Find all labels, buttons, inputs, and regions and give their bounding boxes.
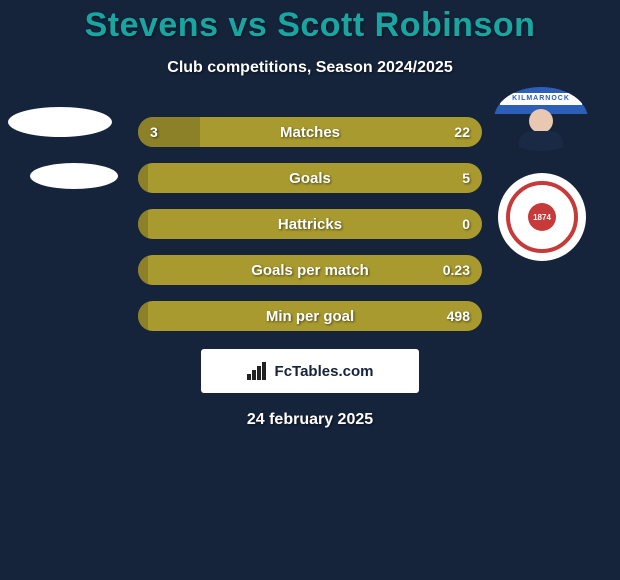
stat-bar-row: Hattricks0 — [138, 209, 482, 239]
crest-ring: 1874 — [506, 181, 578, 253]
stat-bars: 3Matches22 Goals5 Hattricks0 Goals per matc… — [138, 117, 482, 331]
stat-label: Hattricks — [138, 209, 482, 239]
stat-label: Goals per match — [138, 255, 482, 285]
brand-text: FcTables.com — [275, 363, 374, 380]
crest-year: 1874 — [528, 203, 556, 231]
stat-label: Matches — [138, 117, 482, 147]
club-crest: 1874 — [498, 173, 586, 261]
left-badge-2-placeholder — [30, 163, 118, 189]
stat-label: Min per goal — [138, 301, 482, 331]
stat-bar-row: 3Matches22 — [138, 117, 482, 147]
comparison-card: Stevens vs Scott Robinson Club competiti… — [0, 0, 620, 580]
stat-bar-row: Min per goal498 — [138, 301, 482, 331]
chart-area: KILMARNOCK 1874 3Matches22Goals5Hattrick… — [0, 117, 620, 331]
player-head-shape — [529, 109, 553, 133]
page-title: Stevens vs Scott Robinson — [0, 0, 620, 45]
right-player-badges: KILMARNOCK 1874 — [494, 87, 594, 261]
stadium-banner: KILMARNOCK — [500, 93, 582, 105]
stat-right-value: 498 — [447, 301, 470, 331]
date-line: 24 february 2025 — [0, 411, 620, 429]
stat-right-value: 0.23 — [443, 255, 470, 285]
stat-bar-row: Goals5 — [138, 163, 482, 193]
bar-chart-icon — [247, 362, 269, 380]
stat-right-value: 5 — [462, 163, 470, 193]
stat-bar-row: Goals per match0.23 — [138, 255, 482, 285]
right-player-photo: KILMARNOCK — [494, 87, 588, 151]
stat-right-value: 22 — [454, 117, 470, 147]
brand-footer[interactable]: FcTables.com — [201, 349, 419, 393]
stat-right-value: 0 — [462, 209, 470, 239]
player-body-shape — [519, 131, 563, 151]
stat-label: Goals — [138, 163, 482, 193]
subtitle: Club competitions, Season 2024/2025 — [0, 59, 620, 77]
left-player-badges — [8, 107, 118, 189]
left-badge-1-placeholder — [8, 107, 112, 137]
